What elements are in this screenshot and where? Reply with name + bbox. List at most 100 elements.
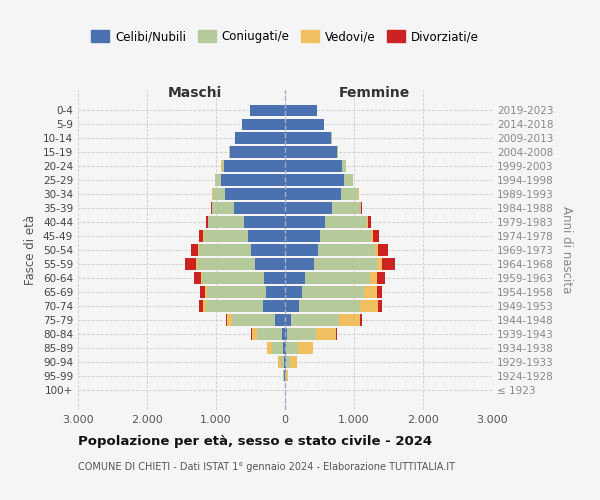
- Bar: [221, 174, 285, 186]
- Bar: [234, 202, 285, 214]
- Bar: [320, 230, 371, 242]
- Bar: [202, 272, 265, 283]
- Bar: [278, 356, 281, 368]
- Bar: [378, 300, 382, 312]
- Bar: [314, 258, 377, 270]
- Bar: [285, 188, 341, 200]
- Bar: [200, 286, 205, 298]
- Bar: [191, 244, 198, 256]
- Bar: [266, 286, 285, 298]
- Bar: [205, 286, 207, 298]
- Bar: [285, 356, 286, 368]
- Bar: [285, 104, 317, 116]
- Bar: [281, 356, 284, 368]
- Bar: [286, 356, 290, 368]
- Text: Popolazione per età, sesso e stato civile - 2024: Popolazione per età, sesso e stato civil…: [78, 435, 432, 448]
- Bar: [285, 160, 342, 172]
- Bar: [224, 160, 285, 172]
- Bar: [250, 104, 285, 116]
- Bar: [325, 216, 367, 228]
- Bar: [215, 174, 221, 186]
- Bar: [257, 328, 281, 340]
- Bar: [185, 258, 196, 270]
- Bar: [208, 216, 244, 228]
- Bar: [235, 132, 285, 144]
- Bar: [285, 286, 302, 298]
- Bar: [226, 314, 227, 326]
- Bar: [267, 342, 272, 353]
- Bar: [285, 272, 305, 283]
- Bar: [225, 188, 285, 200]
- Bar: [199, 300, 203, 312]
- Bar: [367, 216, 368, 228]
- Bar: [285, 132, 331, 144]
- Bar: [285, 174, 344, 186]
- Bar: [291, 314, 339, 326]
- Bar: [285, 244, 318, 256]
- Bar: [286, 370, 288, 382]
- Bar: [272, 342, 283, 353]
- Bar: [299, 300, 360, 312]
- Bar: [376, 244, 378, 256]
- Bar: [316, 328, 336, 340]
- Bar: [377, 258, 382, 270]
- Bar: [370, 272, 377, 283]
- Text: COMUNE DI CHIETI - Dati ISTAT 1° gennaio 2024 - Elaborazione TUTTITALIA.IT: COMUNE DI CHIETI - Dati ISTAT 1° gennaio…: [78, 462, 455, 472]
- Bar: [207, 286, 266, 298]
- Bar: [368, 216, 371, 228]
- Bar: [206, 216, 208, 228]
- Bar: [364, 286, 377, 298]
- Bar: [281, 328, 285, 340]
- Bar: [283, 342, 285, 353]
- Bar: [285, 328, 287, 340]
- Bar: [285, 314, 291, 326]
- Bar: [360, 314, 362, 326]
- Bar: [196, 258, 197, 270]
- Bar: [290, 356, 296, 368]
- Bar: [197, 258, 256, 270]
- Bar: [285, 258, 314, 270]
- Text: Femmine: Femmine: [339, 86, 410, 101]
- Bar: [251, 328, 257, 340]
- Bar: [318, 244, 376, 256]
- Bar: [212, 202, 234, 214]
- Bar: [336, 328, 337, 340]
- Bar: [361, 202, 362, 214]
- Bar: [203, 230, 248, 242]
- Bar: [284, 356, 285, 368]
- Bar: [286, 342, 298, 353]
- Bar: [242, 118, 285, 130]
- Bar: [285, 118, 325, 130]
- Bar: [339, 314, 360, 326]
- Bar: [285, 342, 286, 353]
- Bar: [201, 272, 202, 283]
- Bar: [287, 328, 316, 340]
- Y-axis label: Anni di nascita: Anni di nascita: [560, 206, 573, 294]
- Bar: [341, 188, 358, 200]
- Y-axis label: Fasce di età: Fasce di età: [25, 215, 37, 285]
- Bar: [211, 202, 212, 214]
- Bar: [212, 188, 225, 200]
- Bar: [285, 230, 320, 242]
- Bar: [248, 230, 285, 242]
- Bar: [221, 160, 224, 172]
- Text: Maschi: Maschi: [168, 86, 223, 101]
- Bar: [232, 314, 275, 326]
- Bar: [199, 230, 203, 242]
- Bar: [285, 146, 337, 158]
- Bar: [203, 300, 206, 312]
- Bar: [275, 314, 285, 326]
- Bar: [373, 230, 379, 242]
- Bar: [342, 160, 346, 172]
- Bar: [382, 258, 395, 270]
- Bar: [256, 258, 285, 270]
- Bar: [344, 174, 353, 186]
- Bar: [377, 286, 382, 298]
- Bar: [298, 342, 313, 353]
- Bar: [251, 244, 285, 256]
- Bar: [377, 272, 385, 283]
- Bar: [263, 300, 285, 312]
- Bar: [378, 244, 388, 256]
- Bar: [285, 202, 332, 214]
- Bar: [302, 286, 364, 298]
